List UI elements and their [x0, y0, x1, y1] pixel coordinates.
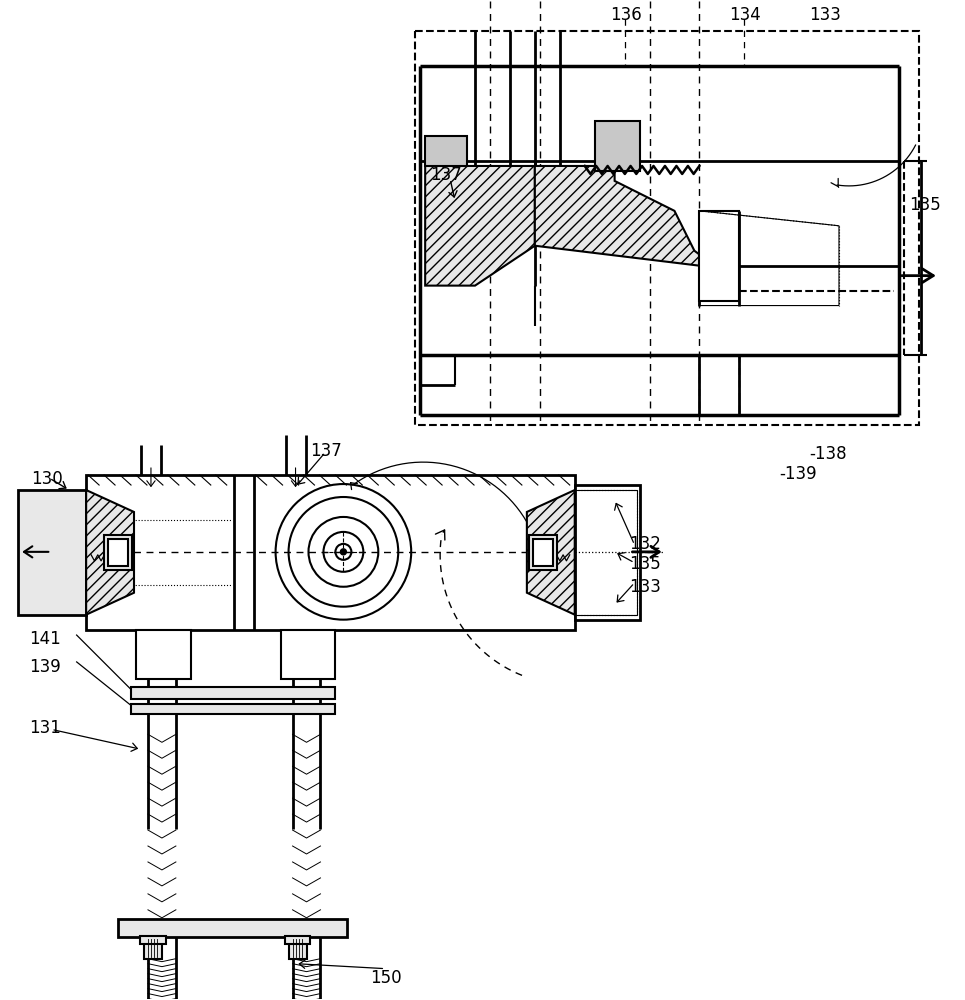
Text: 141: 141: [29, 630, 61, 648]
Text: 139: 139: [29, 658, 61, 676]
Text: 133: 133: [629, 578, 661, 596]
Text: 136: 136: [610, 6, 642, 24]
Bar: [415, 31, 919, 425]
Text: -138: -138: [809, 445, 846, 463]
Text: 130: 130: [31, 470, 63, 488]
Bar: [108, 539, 128, 566]
Bar: [86, 475, 575, 630]
Text: 134: 134: [730, 6, 761, 24]
Circle shape: [341, 549, 346, 555]
Text: 137: 137: [430, 166, 462, 184]
Bar: [285, 936, 311, 944]
Bar: [140, 936, 166, 944]
Bar: [131, 687, 336, 699]
Polygon shape: [535, 166, 734, 296]
Bar: [18, 490, 86, 615]
Bar: [104, 535, 132, 570]
Bar: [700, 211, 739, 301]
Bar: [131, 704, 336, 714]
Bar: [426, 136, 467, 166]
Text: 135: 135: [629, 555, 661, 573]
Text: 133: 133: [809, 6, 841, 24]
Bar: [118, 919, 347, 937]
Polygon shape: [527, 490, 575, 615]
Bar: [144, 937, 162, 959]
Text: -139: -139: [779, 465, 816, 483]
Text: 131: 131: [29, 719, 61, 737]
Text: 132: 132: [629, 535, 661, 553]
Bar: [529, 535, 557, 570]
Text: 137: 137: [311, 442, 343, 460]
Bar: [594, 121, 640, 171]
Polygon shape: [86, 490, 134, 615]
Bar: [415, 31, 919, 425]
Text: 135: 135: [909, 196, 941, 214]
Polygon shape: [426, 166, 535, 286]
Bar: [136, 630, 191, 679]
Bar: [575, 485, 640, 620]
Text: 150: 150: [371, 969, 402, 987]
Bar: [533, 539, 553, 566]
Bar: [281, 630, 336, 679]
Bar: [289, 937, 307, 959]
